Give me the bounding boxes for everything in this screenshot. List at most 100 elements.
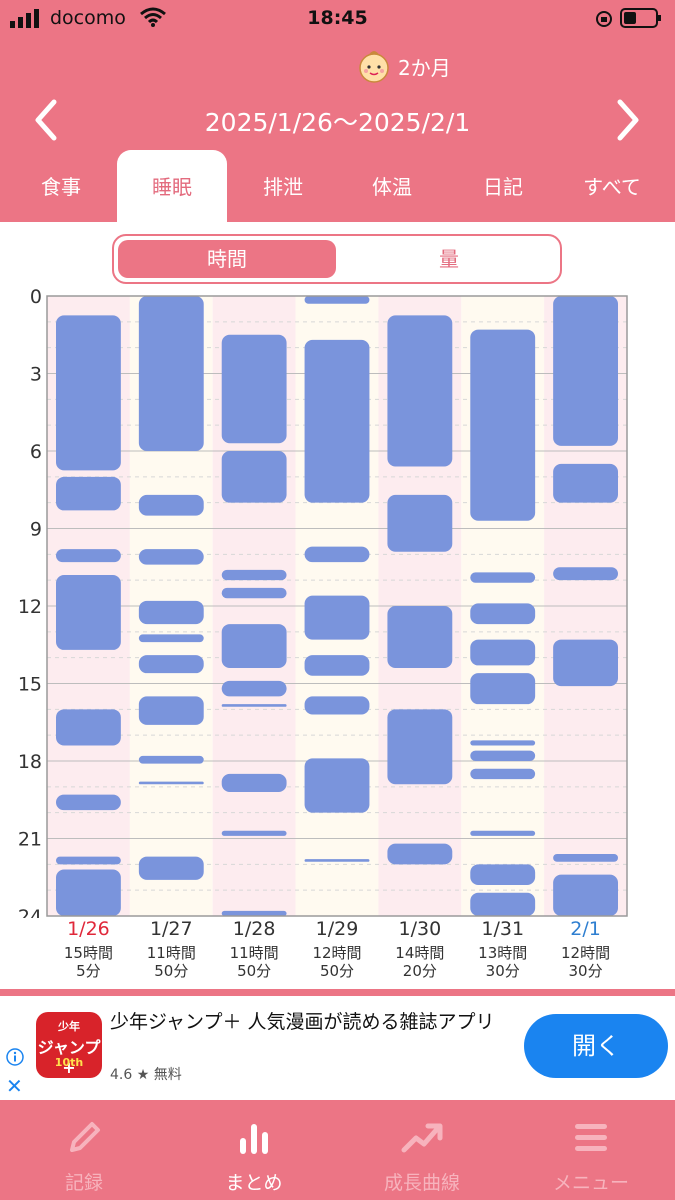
sleep-bar (221, 704, 287, 707)
y-axis-label: 0 (30, 286, 42, 308)
ad-meta: 4.6 ★ 無料 (110, 1064, 182, 1084)
sleep-bar (470, 603, 536, 625)
sleep-bar (221, 680, 287, 697)
ad-rating: 4.6 (110, 1067, 133, 1083)
category-tabs: 食事 睡眠 排泄 体温 日記 すべて (0, 150, 675, 222)
sleep-bar (138, 655, 204, 674)
day-total-line: 11時間 (229, 944, 279, 962)
nav-record[interactable]: 記録 (14, 1100, 154, 1200)
sleep-bar (138, 781, 204, 785)
y-axis-label: 9 (30, 519, 42, 541)
ad-app-logo[interactable]: 少年 ジャンプ+ 10th (36, 1012, 102, 1078)
nav-growth[interactable]: 成長曲線 (352, 1100, 492, 1200)
sleep-bar (56, 709, 121, 746)
sleep-bar (56, 575, 121, 650)
day-total-line: 5分 (76, 962, 101, 980)
sleep-bar (56, 549, 121, 563)
sleep-bar (553, 463, 618, 503)
y-axis-label: 24 (18, 906, 42, 918)
sleep-bar (387, 843, 453, 865)
signal-icon (10, 9, 39, 28)
day-total-line: 50分 (319, 962, 355, 980)
tab-diary[interactable]: 日記 (483, 175, 523, 199)
tab-all[interactable]: すべて (583, 175, 641, 199)
day-total-line: 14時間 (395, 944, 445, 962)
day-label: 2/1 (570, 918, 601, 940)
sleep-bar (138, 549, 204, 565)
day-total: 13時間 30分 (463, 944, 543, 980)
sleep-bar (387, 709, 453, 785)
sleep-bar (56, 476, 121, 511)
day-label: 1/27 (149, 918, 193, 940)
y-axis-label: 15 (18, 674, 42, 696)
y-axis-label: 3 (30, 364, 42, 386)
status-time: 18:45 (307, 7, 368, 29)
sleep-bar (304, 595, 370, 640)
nav-summary-label: まとめ (225, 1172, 283, 1194)
sleep-bar (138, 634, 204, 643)
ad-logo-line3: 10th (54, 1056, 84, 1069)
toggle-amount[interactable]: 量 (439, 247, 459, 271)
chart-frame (46, 295, 628, 917)
day-total-line: 13時間 (478, 944, 528, 962)
y-axis-label: 6 (30, 441, 42, 463)
day-total-line: 50分 (237, 962, 272, 980)
baby-age: 2か月 (398, 56, 451, 80)
rotation-lock-icon (596, 11, 612, 27)
day-total: 11時間 50分 (214, 944, 294, 980)
ad-title[interactable]: 少年ジャンプ＋ 人気漫画が読める雑誌アプリ (110, 1011, 495, 1033)
sleep-bar (221, 830, 287, 836)
sleep-bar (387, 315, 453, 467)
day-total: 11時間 50分 (131, 944, 211, 980)
next-week-button[interactable] (614, 96, 644, 144)
nav-summary[interactable]: まとめ (184, 1100, 324, 1200)
ad-price: 無料 (153, 1067, 182, 1083)
nav-menu[interactable]: メニュー (521, 1100, 661, 1200)
day-label: 1/29 (315, 918, 359, 940)
ad-logo-line1: 少年 (58, 1020, 80, 1033)
nav-menu-label: メニュー (552, 1172, 629, 1194)
battery-icon (620, 8, 661, 28)
sleep-bar (470, 864, 536, 885)
day-label: 1/28 (232, 918, 276, 940)
sleep-bar (470, 830, 536, 836)
bar-chart-icon (240, 1124, 268, 1154)
sleep-bar (138, 696, 204, 725)
sleep-bar (387, 494, 453, 552)
ad-logo-line2: ジャンプ+ (37, 1038, 101, 1077)
day-label: 1/26 (67, 918, 110, 940)
sleep-bar (304, 859, 370, 862)
day-total-line: 30分 (485, 962, 520, 980)
sleep-bar (304, 296, 370, 304)
ad-open-button[interactable]: 開く (524, 1014, 668, 1078)
sleep-bar (138, 755, 204, 764)
day-total: 12時間 50分 (297, 944, 377, 980)
day-total-line: 15時間 (63, 944, 113, 962)
nav-growth-label: 成長曲線 (383, 1172, 460, 1194)
tab-temperature[interactable]: 体温 (372, 175, 412, 199)
sleep-bar (138, 296, 204, 451)
sleep-bar (56, 869, 121, 916)
sleep-bar (470, 673, 536, 705)
toggle-time[interactable]: 時間 (118, 240, 336, 278)
sleep-bar (470, 750, 536, 761)
baby-face-icon (359, 51, 389, 83)
sleep-bar (304, 655, 370, 676)
tab-meal[interactable]: 食事 (41, 175, 81, 199)
sleep-bar (470, 740, 536, 746)
tab-sleep[interactable]: 睡眠 (117, 150, 227, 222)
day-total-line: 20分 (402, 962, 437, 980)
day-total-line: 12時間 (312, 944, 362, 962)
sleep-bar (221, 624, 287, 668)
prev-week-button[interactable] (30, 96, 60, 144)
ad-close-icon[interactable]: ✕ (6, 1074, 23, 1098)
header-background (0, 0, 675, 222)
sleep-bar (221, 773, 287, 792)
day-total: 14時間 20分 (380, 944, 460, 980)
tab-excretion[interactable]: 排泄 (263, 175, 303, 199)
sleep-bar (304, 339, 370, 503)
sleep-bar (138, 600, 204, 625)
sleep-bar (470, 329, 536, 521)
ad-info-icon[interactable] (6, 1048, 24, 1066)
